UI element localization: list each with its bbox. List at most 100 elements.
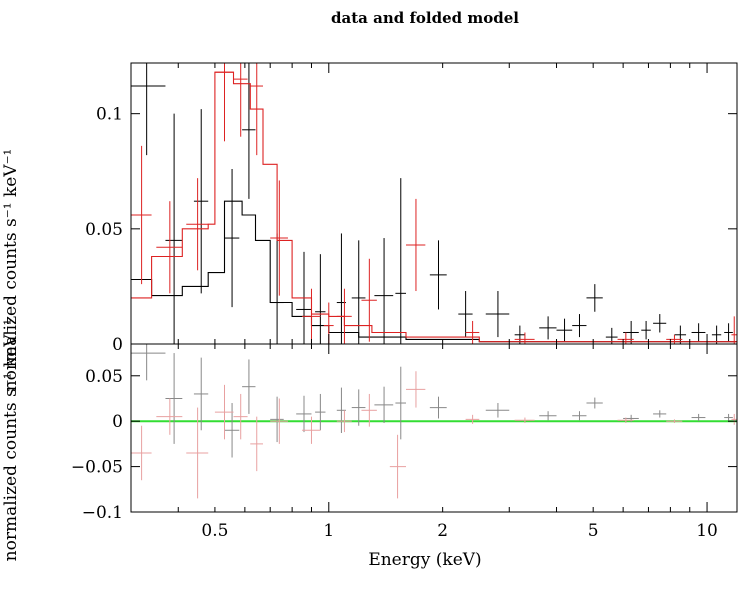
top-data-point-0-10 — [374, 238, 394, 344]
top-plot-frame — [130, 62, 738, 345]
top-data-point-0-22 — [641, 320, 651, 340]
top-data-point-1-13 — [514, 332, 535, 344]
bottom-data-point-0-18 — [653, 410, 667, 418]
top-data-point-1-16 — [731, 316, 737, 344]
top-data-point-0-13 — [458, 291, 473, 338]
top-data-point-0-1 — [165, 113, 183, 344]
bottom-data-point-1-2 — [186, 407, 209, 499]
top-data-point-0-7 — [315, 254, 326, 344]
top-data-point-1-10 — [361, 258, 377, 342]
top-data-point-1-2 — [186, 178, 209, 271]
bottom-data-point-1-15 — [666, 419, 683, 424]
bottom-data-point-1-14 — [617, 417, 634, 424]
bottom-data-point-0-0 — [131, 344, 166, 381]
bottom-data-point-1-8 — [336, 410, 352, 433]
bottom-data-point-1-7 — [302, 416, 321, 444]
bottom-data-point-1-10 — [389, 434, 406, 499]
top-data-point-0-5 — [270, 233, 284, 344]
top-data-point-0-2 — [193, 109, 209, 294]
bottom-data-point-1-16 — [731, 413, 737, 425]
bottom-data-point-1-9 — [361, 393, 377, 427]
bottom-data-point-0-2 — [193, 357, 209, 431]
bottom-y-axis: −0.1 −0.05 0 0.05 — [71, 367, 737, 523]
top-data-point-0-23 — [653, 314, 667, 333]
top-data-point-0-16 — [539, 316, 557, 340]
top-data-point-1-14 — [617, 332, 634, 344]
x-tick-label-3: 5 — [588, 521, 599, 541]
top-data-point-1-6 — [270, 180, 288, 296]
bottom-data-point-0-4 — [242, 359, 256, 414]
bottom-data-point-0-16 — [586, 397, 603, 409]
bottom-data-point-0-5 — [270, 396, 284, 443]
bottom-plot-frame — [130, 343, 738, 513]
top-data-point-0-27 — [724, 323, 733, 342]
top-data-point-0-17 — [556, 318, 573, 342]
top-model-line-0 — [131, 200, 737, 343]
top-data-point-1-5 — [250, 63, 263, 156]
bottom-data-point-1-13 — [514, 417, 535, 424]
top-data-point-1-12 — [465, 320, 480, 344]
top-data-point-0-14 — [485, 291, 510, 338]
bottom-y-tick-label-1: −0.05 — [71, 458, 123, 478]
x-tick-label-2: 2 — [437, 521, 448, 541]
top-panel-marks — [131, 63, 737, 344]
top-data-point-0-4 — [242, 63, 256, 199]
top-y-tick-label-2: 0.1 — [96, 105, 123, 125]
top-data-point-0-19 — [586, 284, 603, 312]
top-y-axis-label: normalized counts s⁻¹ keV⁻¹ — [1, 149, 21, 392]
bottom-data-point-0-15 — [572, 411, 587, 421]
top-data-point-0-0 — [131, 63, 166, 156]
bottom-data-point-1-12 — [465, 414, 480, 424]
x-axis: 0.5 1 2 5 10 — [130, 63, 718, 541]
bottom-data-point-0-10 — [374, 386, 394, 424]
top-data-point-0-9 — [351, 240, 366, 344]
top-data-point-1-0 — [131, 145, 152, 285]
top-data-point-1-11 — [405, 198, 426, 292]
bottom-data-point-0-6 — [296, 395, 312, 433]
bottom-data-point-0-7 — [315, 393, 326, 431]
bottom-data-point-1-1 — [156, 398, 183, 435]
bottom-data-point-0-3 — [224, 403, 240, 458]
top-data-point-1-4 — [233, 63, 248, 137]
bottom-data-point-0-1 — [165, 353, 183, 444]
top-data-point-0-11 — [395, 178, 406, 344]
bottom-data-point-0-19 — [691, 413, 706, 422]
top-y-tick-label-1: 0.05 — [85, 220, 123, 240]
x-tick-label-1: 1 — [323, 521, 334, 541]
bottom-panel-marks — [131, 344, 737, 499]
top-data-point-0-18 — [572, 314, 587, 338]
top-data-point-1-3 — [214, 63, 234, 142]
top-data-point-0-3 — [224, 168, 240, 308]
x-axis-label: Energy (keV) — [368, 550, 481, 570]
bottom-y-tick-label-3: 0.05 — [85, 367, 123, 387]
top-data-point-0-25 — [691, 323, 706, 342]
bottom-y-tick-label-0: −0.1 — [82, 503, 123, 523]
bottom-data-point-1-6 — [270, 398, 288, 444]
top-data-point-0-26 — [711, 325, 722, 344]
x-tick-label-0: 0.5 — [201, 521, 228, 541]
bottom-data-point-0-12 — [429, 396, 447, 419]
bottom-y-axis-label: normalized counts s⁻¹ keV⁻¹ — [1, 319, 21, 562]
bottom-data-point-0-14 — [539, 411, 557, 421]
top-data-point-1-15 — [666, 334, 683, 344]
bottom-data-point-1-5 — [250, 416, 263, 472]
top-data-point-1-1 — [156, 201, 183, 294]
top-y-axis: 0 0.05 0.1 — [85, 105, 737, 355]
bottom-y-tick-label-2: 0 — [112, 412, 123, 432]
top-data-point-0-15 — [514, 325, 525, 344]
top-data-point-1-7 — [302, 288, 321, 344]
chart-title: data and folded model — [331, 9, 519, 27]
bottom-data-point-0-9 — [351, 389, 366, 426]
top-data-point-0-24 — [674, 325, 687, 344]
top-y-tick-label-0: 0 — [112, 335, 123, 355]
x-tick-label-4: 10 — [696, 521, 718, 541]
bottom-data-point-0-11 — [395, 366, 406, 440]
top-data-point-0-12 — [429, 240, 447, 310]
bottom-data-point-0-20 — [724, 413, 733, 422]
bottom-data-point-1-0 — [131, 425, 152, 481]
bottom-data-point-1-4 — [233, 393, 248, 440]
bottom-data-point-1-11 — [405, 371, 426, 408]
top-data-point-1-9 — [336, 288, 352, 344]
